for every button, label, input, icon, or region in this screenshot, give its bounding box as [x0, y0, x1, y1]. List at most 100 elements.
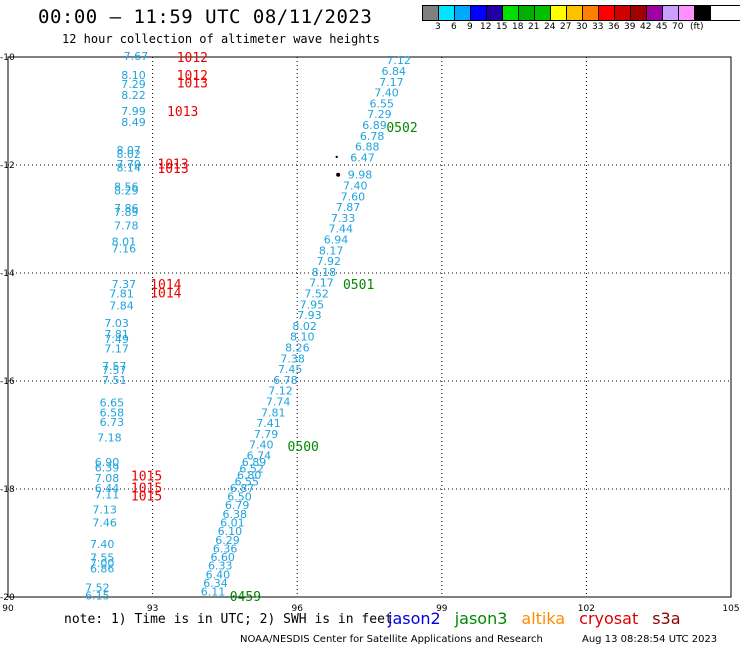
wave-height-label: 8.22 — [121, 89, 145, 102]
wave-height-label: 7.16 — [112, 243, 137, 256]
wave-height-label: 6.78 — [360, 130, 385, 143]
legend-swatch — [679, 6, 695, 20]
legend-tick-label: 70 — [672, 22, 684, 32]
wave-height-label: 7.17 — [104, 343, 128, 356]
wave-height-label: 7.40 — [90, 538, 115, 551]
wave-height-label: 9.98 — [348, 169, 373, 182]
wave-height-label: 7.13 — [92, 504, 117, 517]
wave-height-label: 6.58 — [100, 406, 125, 419]
pressure-label: 1012 — [177, 69, 208, 84]
wave-height-label: 7.08 — [95, 472, 120, 485]
legend-tick-label: 36 — [608, 22, 620, 32]
wave-height-label: 7.40 — [249, 439, 274, 452]
page-title: 00:00 – 11:59 UTC 08/11/2023 — [38, 6, 373, 28]
wave-height-label: 6.55 — [235, 475, 259, 488]
map-frame — [7, 56, 732, 598]
wave-height-label: 8.07 — [116, 144, 141, 157]
legend-swatch — [615, 6, 631, 20]
legend-swatch — [535, 6, 551, 20]
wave-height-label: 6.65 — [100, 397, 125, 410]
wave-height-label: 6.60 — [210, 551, 235, 564]
wave-height-label: 7.29 — [121, 78, 145, 91]
wave-height-label: 6.44 — [95, 482, 120, 495]
timestamp: Aug 13 08:28:54 UTC 2023 — [582, 634, 718, 645]
wave-height-label: 6.15 — [85, 589, 110, 602]
legend-tick-label: 42 — [640, 22, 652, 32]
wave-height-label: 6.38 — [222, 508, 247, 521]
wave-height-label: 6.47 — [350, 151, 375, 164]
wave-height-label: 8.56 — [114, 181, 139, 194]
wave-height-label: 6.84 — [382, 65, 407, 78]
x-tick-label: 105 — [722, 604, 739, 614]
wave-height-label: 6.40 — [206, 568, 231, 581]
wave-height-label: 6.80 — [237, 469, 262, 482]
wave-height-label: 7.33 — [331, 212, 356, 225]
wave-height-label: 7.92 — [316, 255, 341, 268]
wave-height-label: 7.45 — [278, 363, 303, 376]
x-tick-label: 102 — [578, 604, 595, 614]
legend-swatch — [551, 6, 567, 20]
wave-height-label: 8.29 — [114, 184, 139, 197]
wave-height-label: 7.78 — [114, 219, 139, 232]
wave-height-label: 8.02 — [116, 148, 141, 161]
wave-height-label: 7.52 — [304, 288, 329, 301]
legend-tick-label: 24 — [544, 22, 556, 32]
wave-height-label: 6.33 — [208, 560, 233, 573]
wave-height-label: 8.01 — [112, 236, 137, 249]
wave-height-label: 7.74 — [266, 396, 291, 409]
wave-height-label: 7.49 — [104, 333, 128, 346]
satellite-label-cryosat: cryosat — [579, 609, 639, 628]
wave-height-label: 7.17 — [379, 76, 404, 89]
wave-height-label: 6.73 — [100, 416, 125, 429]
legend-swatch — [455, 6, 471, 20]
legend-tick-label: 30 — [576, 22, 588, 32]
satellite-label-jason2: jason2 — [388, 609, 441, 628]
legend-tick-label: 15 — [496, 22, 508, 32]
wave-height-label: 7.89 — [114, 206, 139, 219]
wave-height-label: 6.89 — [242, 456, 267, 469]
wave-height-label: 7.86 — [114, 202, 139, 215]
y-tick-label: -10 — [0, 53, 15, 63]
satellite-label-jason3: jason3 — [454, 609, 508, 628]
wave-height-label: 6.36 — [213, 542, 238, 555]
legend-swatch — [663, 6, 679, 20]
wave-height-label: 7.81 — [109, 288, 134, 301]
page-subtitle: 12 hour collection of altimeter wave hei… — [62, 32, 380, 46]
wave-height-label: 6.11 — [201, 586, 226, 599]
pressure-label: 1013 — [157, 157, 188, 172]
wave-height-label: 7.81 — [104, 328, 128, 341]
y-tick-label: -12 — [0, 161, 15, 171]
legend-tick-label: 45 — [656, 22, 668, 32]
wave-height-label: 7.79 — [254, 428, 279, 441]
wave-height-label: 8.10 — [121, 69, 145, 82]
legend-tick-label: 27 — [560, 22, 572, 32]
wave-height-label: 6.39 — [95, 461, 120, 474]
x-tick-label: 96 — [291, 604, 303, 614]
track-time-label: 0502 — [386, 121, 417, 136]
legend-tick-label: 9 — [467, 22, 473, 32]
wave-height-label: 6.89 — [362, 119, 387, 132]
wave-height-label: 6.90 — [95, 456, 120, 469]
wave-height-label: 6.29 — [215, 534, 240, 547]
track-time-label: 0500 — [288, 440, 319, 455]
wave-height-label: 7.40 — [343, 180, 368, 193]
wave-height-label: 6.78 — [273, 374, 298, 387]
pressure-label: 1015 — [131, 481, 162, 496]
wave-height-label: 7.57 — [102, 360, 127, 373]
y-tick-label: -14 — [0, 269, 15, 279]
wave-height-label: 8.49 — [121, 116, 145, 129]
pressure-label: 1014 — [150, 286, 181, 301]
wave-height-label: 7.57 — [102, 364, 127, 377]
legend-swatch — [567, 6, 583, 20]
legend-tick-label: 12 — [480, 22, 492, 32]
y-tick-label: -20 — [0, 593, 15, 603]
satellite-legend: jason2 jason3 altika cryosat s3a — [388, 609, 681, 628]
wave-height-label: 6.86 — [90, 562, 115, 575]
legend-swatch — [439, 6, 455, 20]
legend-tick-label: 18 — [512, 22, 524, 32]
x-tick-label: 99 — [436, 604, 448, 614]
color-legend: 3 6 9 12 15 18 21 24 27 30 33 36 39 42 45 70 (ft) — [422, 5, 740, 33]
legend-tick-label: 39 — [624, 22, 636, 32]
track-time-label: 0459 — [230, 590, 261, 605]
